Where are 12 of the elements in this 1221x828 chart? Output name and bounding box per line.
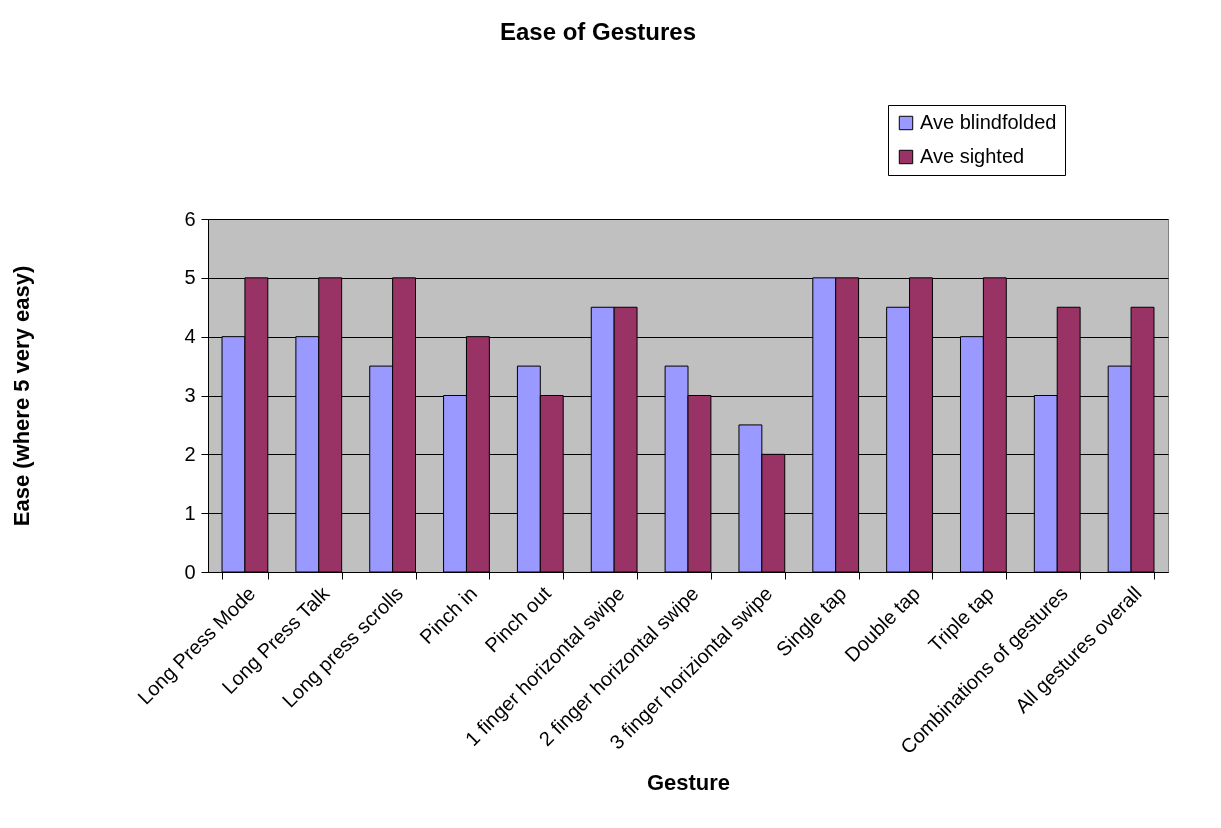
y-tick-label: 0	[184, 560, 196, 583]
y-tick-label: 5	[184, 266, 196, 289]
y-tick-label: 3	[184, 384, 196, 406]
legend-label: Ave blindfolded	[920, 111, 1057, 133]
legend-label: Ave sighted	[920, 145, 1025, 167]
chart-title: Ease of Gestures	[499, 17, 697, 45]
y-axis-title: Ease (where 5 very easy)	[9, 265, 35, 527]
y-tick-label: 4	[184, 325, 196, 348]
y-tick-label: 1	[184, 501, 196, 524]
y-tick-label: 2	[184, 442, 196, 465]
y-tick-label: 6	[184, 207, 196, 230]
x-axis-title: Gesture	[646, 770, 731, 795]
